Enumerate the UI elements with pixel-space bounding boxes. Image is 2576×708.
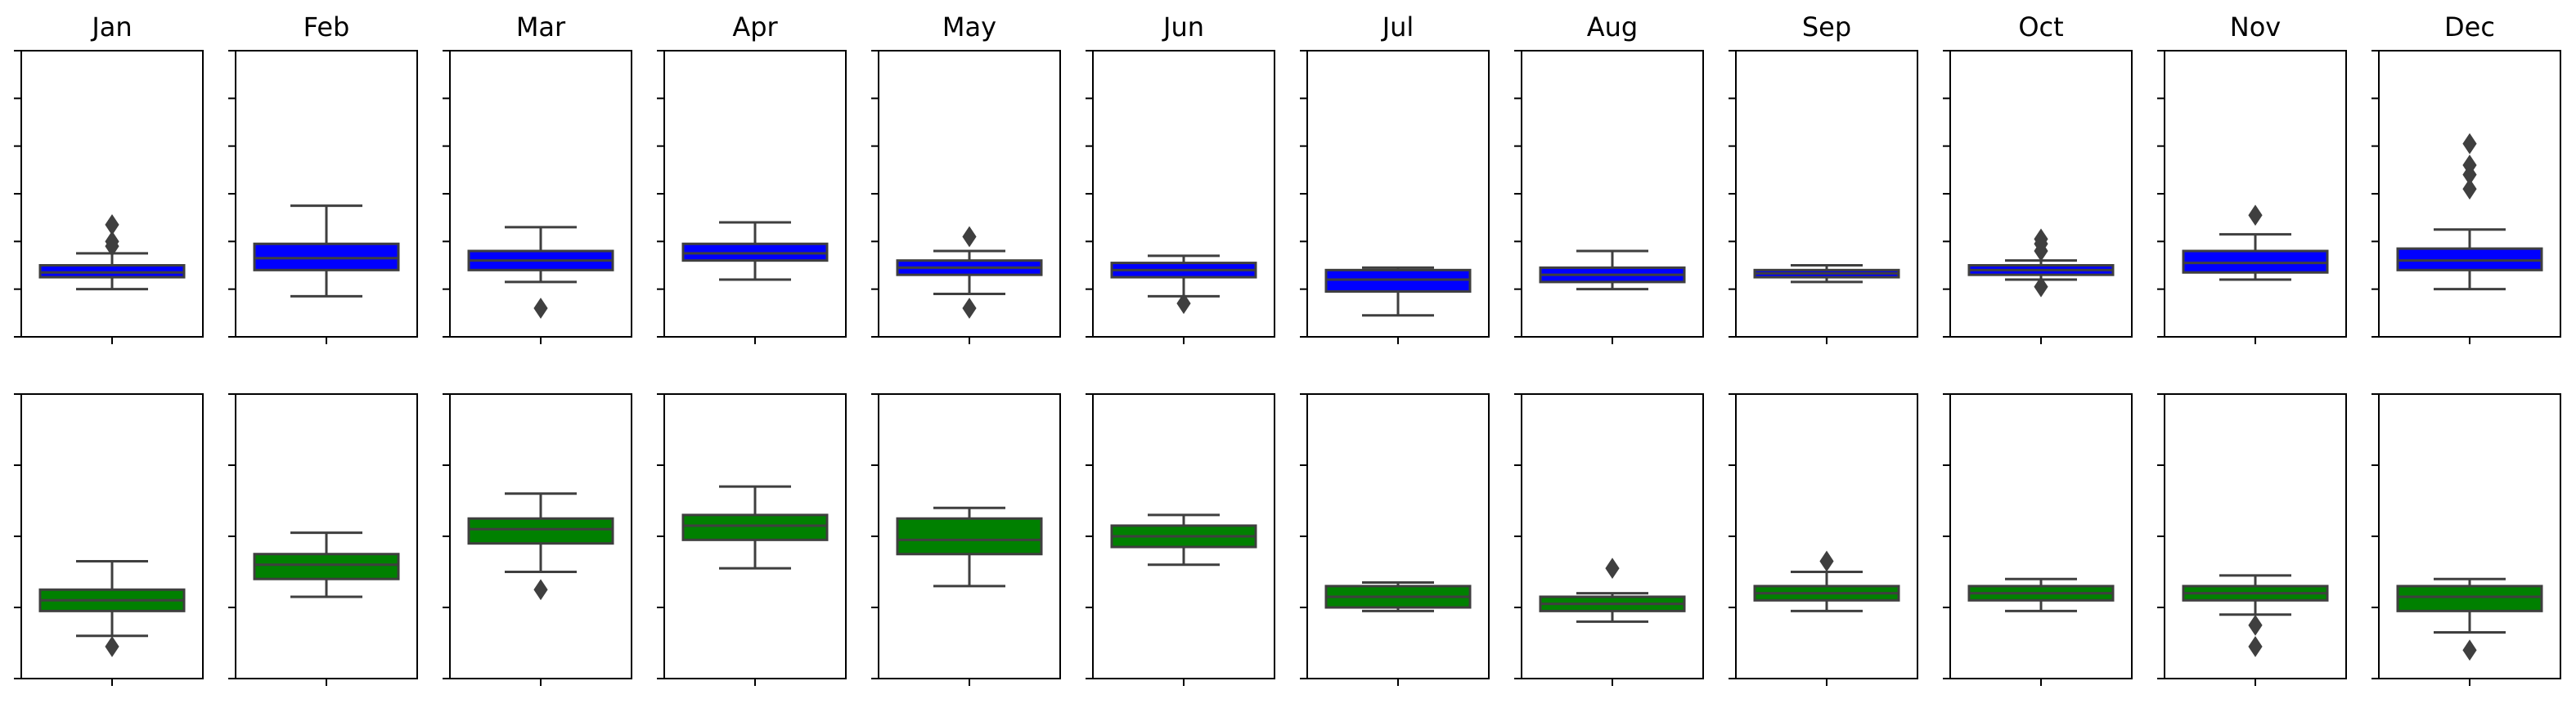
axes-frame <box>20 393 204 679</box>
panel-bottom-nov <box>2157 393 2347 686</box>
outlier-point <box>533 298 548 319</box>
panel-title: Jun <box>1162 11 1204 43</box>
outlier-point <box>533 579 548 601</box>
axes-frame <box>1949 393 2133 679</box>
outlier-point <box>105 231 119 253</box>
panel-bottom-apr <box>657 393 847 686</box>
axes-frame <box>235 393 418 679</box>
outlier-point <box>962 298 977 319</box>
outlier-point <box>962 226 977 248</box>
axes-frame <box>1521 50 1704 338</box>
axes-frame <box>1521 393 1704 679</box>
panel-title: Aug <box>1587 11 1638 43</box>
panel-bottom-jan <box>14 393 204 686</box>
panel-title: Jul <box>1381 11 1414 43</box>
axes-frame <box>20 50 204 338</box>
panel-top-mar: Mar <box>443 11 632 344</box>
axes-frame <box>235 50 418 338</box>
panel-bottom-jun <box>1086 393 1275 686</box>
axes-frame <box>878 393 1061 679</box>
outlier-point <box>2034 276 2048 298</box>
panel-top-dec: Dec <box>2371 11 2561 344</box>
panel-title: Feb <box>303 11 350 43</box>
panel-top-may: May <box>871 11 1061 344</box>
outlier-point <box>1176 293 1191 315</box>
axes-frame <box>878 50 1061 338</box>
axes-frame <box>2378 393 2561 679</box>
panel-bottom-dec <box>2371 393 2561 686</box>
panel-top-oct: Oct <box>1943 11 2133 344</box>
axes-frame <box>1092 393 1275 679</box>
axes-frame <box>1949 50 2133 338</box>
panel-top-jan: Jan <box>14 11 204 344</box>
outlier-point <box>1605 558 1620 580</box>
axes-frame <box>2164 393 2347 679</box>
axes-frame <box>663 393 847 679</box>
iqr-box <box>2396 585 2543 612</box>
axes-frame <box>1306 393 1490 679</box>
panel-bottom-aug <box>1514 393 1704 686</box>
axes-frame <box>2378 50 2561 338</box>
axes-frame <box>1735 393 1918 679</box>
outlier-point <box>2462 178 2477 200</box>
axes-frame <box>2164 50 2347 338</box>
panel-top-jul: Jul <box>1300 11 1490 344</box>
outlier-point <box>105 214 119 235</box>
panel-top-jun: Jun <box>1086 11 1275 344</box>
panel-bottom-sep <box>1729 393 1918 686</box>
axes-frame <box>1735 50 1918 338</box>
panel-bottom-may <box>871 393 1061 686</box>
axes-frame <box>1092 50 1275 338</box>
iqr-box <box>896 517 1043 556</box>
outlier-point <box>1819 550 1834 572</box>
iqr-box <box>681 513 829 541</box>
panel-bottom-jul <box>1300 393 1490 686</box>
axes-frame <box>449 50 632 338</box>
panel-top-feb: Feb <box>228 11 418 344</box>
panel-bottom-feb <box>228 393 418 686</box>
panel-title: Nov <box>2230 11 2281 43</box>
outlier-point <box>105 635 119 657</box>
iqr-box <box>467 517 614 545</box>
panel-title: Mar <box>516 11 566 43</box>
outlier-point <box>2462 639 2477 661</box>
panel-top-apr: Apr <box>657 11 847 344</box>
panel-title: Jan <box>90 11 132 43</box>
axes-frame <box>663 50 847 338</box>
panel-bottom-oct <box>1943 393 2133 686</box>
panel-title: Sep <box>1802 11 1851 43</box>
outlier-point <box>2462 155 2477 176</box>
outlier-point <box>2248 614 2263 636</box>
outlier-point <box>2034 228 2048 250</box>
panel-top-aug: Aug <box>1514 11 1704 344</box>
panel-title: May <box>942 11 996 43</box>
panel-top-nov: Nov <box>2157 11 2347 344</box>
axes-frame <box>449 393 632 679</box>
panel-title: Apr <box>732 11 778 43</box>
panel-top-sep: Sep <box>1729 11 1918 344</box>
panel-title: Oct <box>2018 11 2063 43</box>
iqr-box <box>253 553 400 580</box>
outlier-point <box>2248 635 2263 657</box>
panel-title: Dec <box>2444 11 2495 43</box>
outlier-point <box>2462 132 2477 155</box>
outlier-point <box>2248 204 2263 226</box>
axes-frame <box>1306 50 1490 338</box>
panel-bottom-mar <box>443 393 632 686</box>
